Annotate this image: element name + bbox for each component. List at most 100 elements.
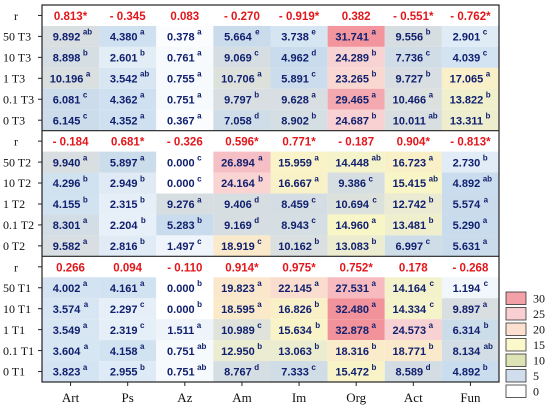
cell-value: 8.459: [281, 199, 309, 211]
heatmap-cell: [99, 193, 157, 215]
heatmap-cell: [213, 67, 271, 89]
cell-value: 10.466: [392, 94, 426, 106]
cell-value: 23.265: [335, 73, 369, 85]
cell-value: 7.736: [396, 53, 424, 65]
cell-value: 2.949: [110, 178, 138, 190]
heatmap-cell: [441, 319, 499, 341]
cell-letter: a: [197, 112, 202, 121]
cell-letter: b: [372, 70, 377, 79]
cell-letter: a: [372, 321, 377, 330]
cell-letter: b: [197, 300, 202, 309]
cell-letter: b: [314, 237, 319, 246]
cell-value: 6.314: [453, 325, 481, 337]
cell-value: 4.039: [453, 53, 481, 65]
cell-value: 10.196: [50, 73, 84, 85]
heatmap-cell: [384, 298, 442, 320]
heatmap-cell: [384, 109, 442, 131]
cell-letter: a: [372, 28, 377, 37]
heatmap-cell: [270, 193, 328, 215]
cell-letter: a: [429, 321, 434, 330]
cell-letter: a: [372, 279, 377, 288]
cell-value: 3.738: [281, 32, 309, 44]
r-value-T3-Fun: - 0.762*: [450, 11, 491, 23]
cell-value: 4.161: [110, 283, 138, 295]
cell-letter: c: [311, 216, 316, 225]
cell-value: 0.000: [167, 178, 195, 190]
cell-letter: b: [83, 174, 88, 183]
heatmap-cell: [384, 172, 442, 194]
heatmap-cell: [441, 235, 499, 257]
cell-letter: b: [140, 195, 145, 204]
cell-letter: b: [141, 216, 146, 225]
cell-letter: b: [429, 195, 434, 204]
cell-value: 26.894: [221, 157, 256, 169]
cell-value: 3.604: [53, 346, 81, 358]
heatmap-cell: [327, 25, 385, 47]
cell-value: 2.601: [110, 53, 138, 65]
cell-value: 0.000: [167, 157, 195, 169]
cell-value: 8.589: [396, 367, 424, 379]
heatmap-cell: [213, 361, 271, 382]
cell-letter: c: [197, 237, 202, 246]
cell-letter: c: [311, 363, 316, 372]
heatmap-cell: [327, 88, 385, 110]
cell-value: 1.497: [167, 241, 195, 253]
cell-letter: c: [484, 279, 489, 288]
cell-value: 24.289: [335, 53, 369, 65]
heatmap-cell: [213, 298, 271, 320]
cell-letter: a: [483, 300, 488, 309]
heatmap-cell: [99, 88, 157, 110]
heatmap-cell: [384, 193, 442, 215]
cell-letter: c: [426, 49, 431, 58]
r-row-label-T2: r: [14, 135, 18, 149]
r-value-T2-Im: 0.771*: [282, 137, 316, 149]
heatmap-cell: [156, 340, 214, 362]
cell-value: 7.058: [224, 115, 252, 127]
row-label: 0 T2: [3, 239, 25, 253]
cell-value: 14.960: [335, 220, 369, 232]
r-row-label-T3: r: [14, 9, 18, 23]
column-label-Org: Org: [346, 390, 366, 405]
cell-value: 9.628: [281, 94, 309, 106]
cell-letter: a: [197, 321, 202, 330]
r-value-T3-Org: 0.382: [342, 11, 371, 23]
legend-swatch: [505, 384, 527, 398]
cell-value: 24.687: [335, 115, 369, 127]
cell-value: 14.448: [335, 157, 369, 169]
heatmap-cell: [327, 151, 385, 173]
cell-letter: ab: [197, 363, 206, 372]
cell-letter: a: [83, 237, 88, 246]
cell-letter: b: [197, 216, 202, 225]
heatmap-cell: [327, 172, 385, 194]
r-value-T3-Am: - 0.270: [224, 11, 260, 23]
cell-letter: a: [140, 28, 145, 37]
cell-value: 2.204: [110, 220, 138, 232]
r-value-T1-Org: 0.752*: [340, 262, 374, 274]
cell-value: 22.145: [278, 283, 312, 295]
heatmap-cell: [270, 235, 328, 257]
cell-letter: b: [257, 342, 262, 351]
cell-value: 2.816: [110, 241, 138, 253]
row-label: 10 T2: [3, 176, 31, 190]
cell-value: 9.892: [53, 32, 81, 44]
heatmap-cell: [42, 277, 100, 299]
heatmap-cell: [327, 193, 385, 215]
heatmap-cell: [384, 361, 442, 382]
cell-value: 2.955: [110, 367, 138, 379]
legend-label: 10: [533, 354, 545, 368]
r-value-T3-Art: 0.813*: [54, 11, 88, 23]
heatmap-cell: [327, 340, 385, 362]
heatmap-cell: [384, 67, 442, 89]
cell-letter: a: [86, 70, 91, 79]
heatmap-cell: [156, 235, 214, 257]
cell-letter: a: [372, 91, 377, 100]
cell-letter: a: [314, 153, 319, 162]
heatmap-cell: [156, 46, 214, 68]
cell-letter: c: [140, 321, 145, 330]
cell-letter: b: [314, 300, 319, 309]
r-value-T2-Ps: 0.681*: [111, 137, 145, 149]
heatmap-cell: [42, 151, 100, 173]
r-value-T2-Am: 0.596*: [225, 137, 259, 149]
r-value-T1-Ps: 0.094: [113, 262, 142, 274]
